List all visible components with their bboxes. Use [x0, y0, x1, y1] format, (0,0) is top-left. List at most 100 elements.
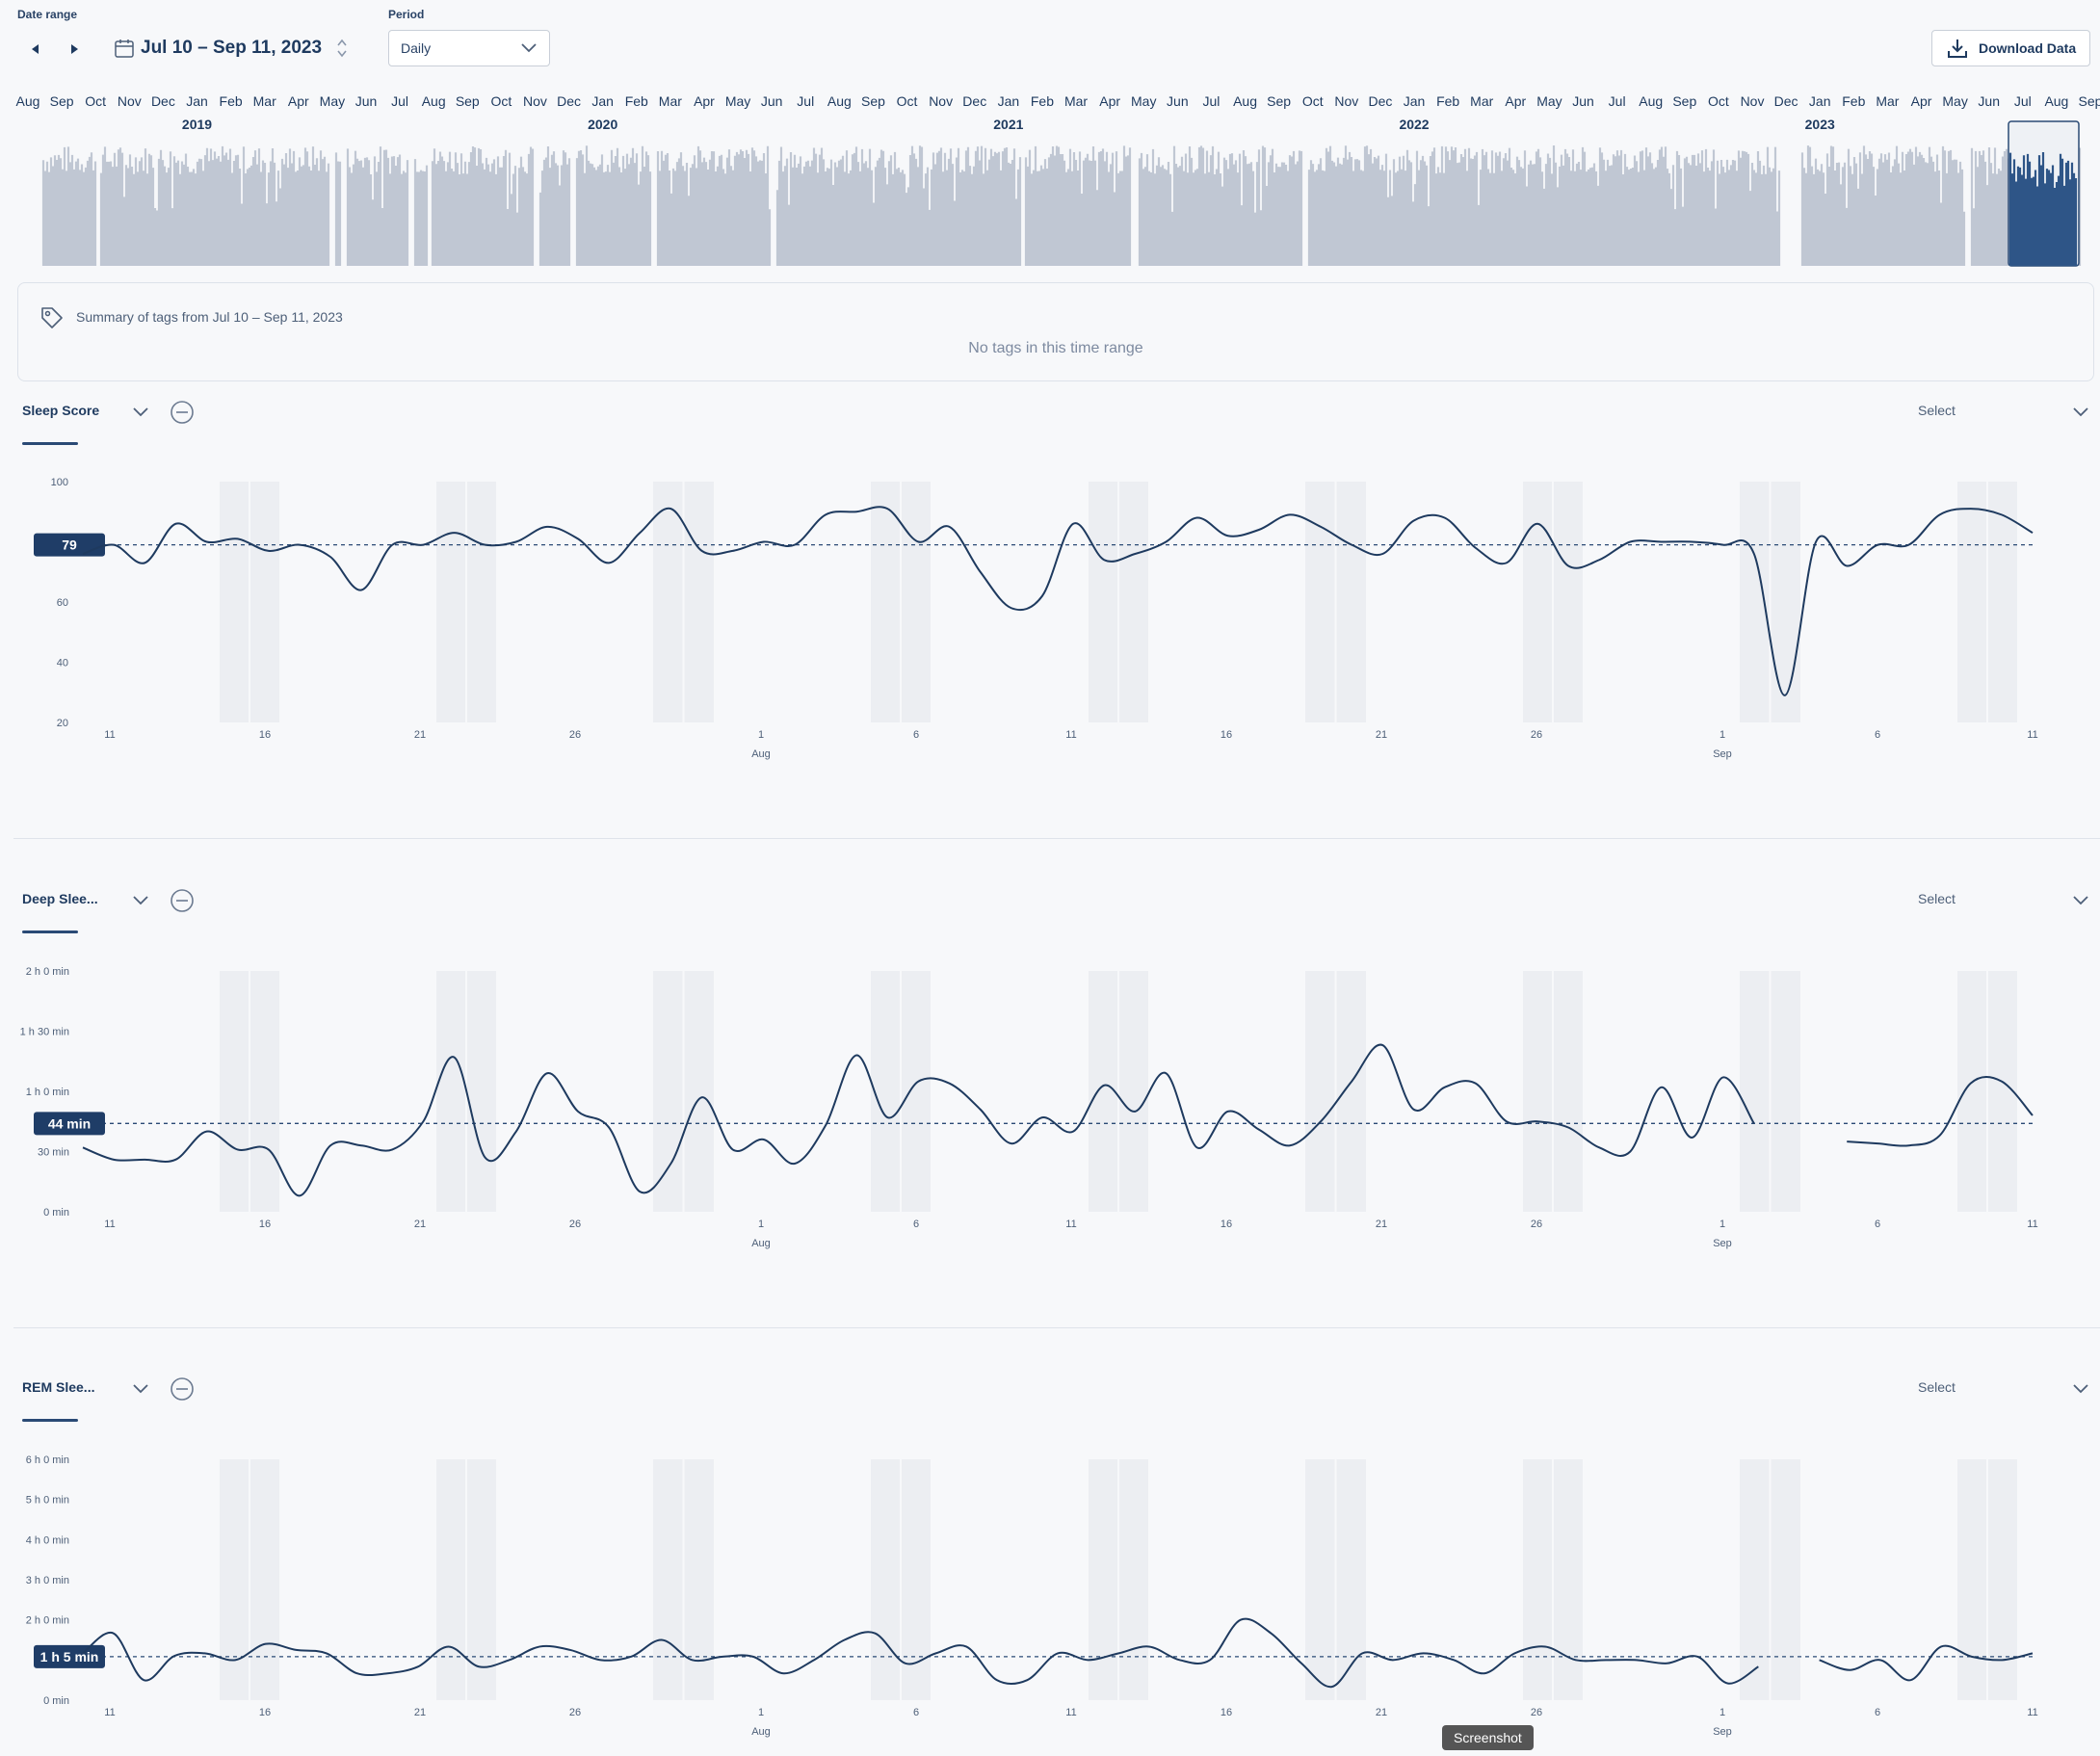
- remove-chart-icon[interactable]: [170, 1376, 195, 1402]
- line-chart: 2 h 0 min 1 h 30 min 1 h 0 min 30 min 0 min 4…: [20, 966, 2038, 1249]
- compare-select[interactable]: Select: [1918, 1379, 1956, 1395]
- y-tick-label: 4 h 0 min: [26, 1534, 69, 1546]
- x-tick-label: 21: [414, 1219, 426, 1230]
- chevron-down-icon[interactable]: [132, 406, 149, 418]
- x-tick-label: 11: [1065, 1707, 1076, 1718]
- chevron-down-icon[interactable]: [132, 1383, 149, 1395]
- overview-month-label: Apr: [1911, 93, 1932, 109]
- chevron-down-icon[interactable]: [2072, 1383, 2089, 1395]
- x-tick-label: 21: [1376, 729, 1387, 741]
- caret-left-icon: [32, 44, 39, 54]
- series-line[interactable]: [82, 1617, 1759, 1689]
- overview-month-label: Apr: [1505, 93, 1526, 109]
- screenshot-tooltip: Screenshot: [1442, 1725, 1534, 1750]
- compare-select[interactable]: Select: [1918, 403, 1956, 418]
- overview-month-label: Aug: [1233, 93, 1257, 109]
- x-tick-label: 1: [758, 729, 764, 741]
- chevron-updown-icon[interactable]: [335, 37, 349, 60]
- x-tick-label: 11: [2027, 729, 2037, 741]
- x-month-label: Sep: [1713, 1726, 1732, 1738]
- overview-month-label: Nov: [1741, 93, 1765, 109]
- overview-month-label: Apr: [694, 93, 715, 109]
- x-tick-label: 1: [1719, 729, 1725, 741]
- series-line[interactable]: [1819, 1644, 2034, 1682]
- x-tick-label: 16: [259, 729, 271, 741]
- overview-month-label: Jul: [2014, 93, 2032, 109]
- x-month-label: Aug: [751, 1726, 771, 1738]
- overview-month-label: Jul: [1609, 93, 1626, 109]
- date-range-picker[interactable]: Jul 10 – Sep 11, 2023: [114, 37, 349, 60]
- tags-summary-panel: Summary of tags from Jul 10 – Sep 11, 20…: [17, 282, 2094, 381]
- x-tick-label: 21: [1376, 1707, 1387, 1718]
- overview-month-label: Feb: [1842, 93, 1865, 109]
- svg-text:1 h 5 min: 1 h 5 min: [40, 1649, 99, 1664]
- chevron-down-icon: [521, 43, 537, 53]
- x-tick-label: 16: [259, 1707, 271, 1718]
- x-tick-label: 6: [1875, 729, 1880, 741]
- overview-month-label: Dec: [557, 93, 581, 109]
- chevron-down-icon[interactable]: [2072, 895, 2089, 906]
- tags-summary-title: Summary of tags from Jul 10 – Sep 11, 20…: [76, 309, 343, 325]
- overview-month-label: Jun: [1978, 93, 2000, 109]
- series-line[interactable]: [1847, 1076, 2034, 1147]
- overview-month-label: Jun: [1167, 93, 1189, 109]
- overview-month-label: Dec: [1774, 93, 1798, 109]
- previous-range-button[interactable]: [23, 37, 48, 62]
- overview-month-label: Aug: [422, 93, 446, 109]
- overview-month-label: Jul: [391, 93, 408, 109]
- overview-month-label: Jan: [998, 93, 1020, 109]
- y-tick-label: 0 min: [43, 1695, 69, 1707]
- y-tick-label: 40: [57, 658, 68, 669]
- overview-year-label: 2023: [1805, 117, 1835, 132]
- overview-selection[interactable]: [2008, 120, 2080, 267]
- y-tick-label: 2 h 0 min: [26, 966, 69, 978]
- x-tick-label: 11: [2027, 1219, 2037, 1230]
- chart-title[interactable]: Deep Slee...: [22, 891, 98, 906]
- overview-year-label: 2021: [993, 117, 1023, 132]
- svg-text:44 min: 44 min: [48, 1115, 91, 1131]
- tag-icon: [41, 307, 63, 328]
- compare-select[interactable]: Select: [1918, 891, 1956, 906]
- x-month-label: Sep: [1713, 1238, 1732, 1249]
- remove-chart-icon[interactable]: [170, 400, 195, 425]
- overview-month-label: Jun: [355, 93, 378, 109]
- x-tick-label: 6: [1875, 1219, 1880, 1230]
- overview-month-label: Mar: [253, 93, 276, 109]
- overview-month-label: Sep: [2079, 93, 2100, 109]
- overview-month-label: May: [1131, 93, 1156, 109]
- overview-month-label: Jan: [1404, 93, 1426, 109]
- download-data-button[interactable]: Download Data: [1931, 30, 2091, 66]
- overview-month-label: Jun: [761, 93, 783, 109]
- overview-month-label: Apr: [288, 93, 309, 109]
- overview-month-label: Jan: [186, 93, 208, 109]
- svg-text:79: 79: [62, 537, 77, 553]
- section-divider: [13, 1327, 2100, 1328]
- overview-year-label: 2020: [588, 117, 617, 132]
- x-tick-label: 1: [1719, 1219, 1725, 1230]
- tags-empty-message: No tags in this time range: [968, 340, 1143, 356]
- chart-title-underline: [22, 1419, 78, 1422]
- chart-title[interactable]: Sleep Score: [22, 403, 100, 418]
- y-tick-label: 60: [57, 597, 68, 609]
- chevron-down-icon[interactable]: [132, 895, 149, 906]
- x-tick-label: 1: [758, 1707, 764, 1718]
- x-month-label: Aug: [751, 1238, 771, 1249]
- overview-month-label: Feb: [1436, 93, 1459, 109]
- series-line[interactable]: [82, 1043, 1755, 1197]
- overview-month-label: Mar: [1876, 93, 1899, 109]
- x-tick-label: 16: [1221, 729, 1232, 741]
- chart-title-underline: [22, 442, 78, 445]
- next-range-button[interactable]: [62, 37, 87, 62]
- date-range-value: Jul 10 – Sep 11, 2023: [141, 38, 323, 58]
- chart-title[interactable]: REM Slee...: [22, 1379, 95, 1395]
- average-badge: 79: [34, 533, 105, 557]
- overview-timeline[interactable]: Aug Sep Oct Nov Dec Jan Feb Mar Apr May Jun Jul Aug S…: [0, 87, 2100, 270]
- series-line[interactable]: [82, 506, 2034, 696]
- x-tick-label: 16: [1221, 1707, 1232, 1718]
- x-tick-label: 21: [414, 729, 426, 741]
- period-select[interactable]: Daily: [388, 30, 550, 66]
- overview-month-label: Aug: [2044, 93, 2068, 109]
- chevron-down-icon[interactable]: [2072, 406, 2089, 418]
- remove-chart-icon[interactable]: [170, 888, 195, 913]
- period-value: Daily: [401, 40, 432, 56]
